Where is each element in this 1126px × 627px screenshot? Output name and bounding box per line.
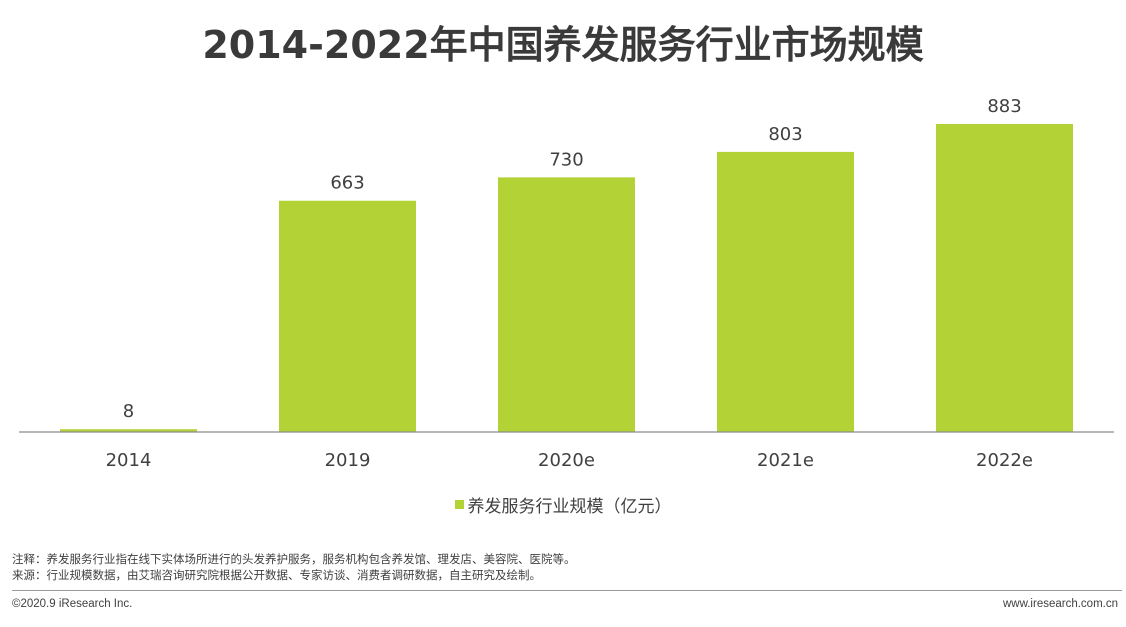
data-label-2020e: 730 — [549, 149, 583, 170]
bar-chart: 8 2014 663 2019 730 2020e 803 2021e 883 2022e — [19, 96, 1114, 471]
bar-2022e — [936, 124, 1073, 432]
x-tick-label-2020e: 2020e — [538, 450, 595, 471]
data-label-2021e: 803 — [768, 124, 802, 145]
bar-2019 — [279, 200, 416, 432]
data-label-2022e: 883 — [987, 96, 1021, 117]
bar-2014 — [60, 429, 197, 432]
footer-divider — [12, 590, 1122, 591]
copyright: ©2020.9 iResearch Inc. — [12, 598, 133, 610]
notes: 注释：养发服务行业指在线下实体场所进行的头发养护服务，服务机构包含养发馆、理发店… — [12, 551, 576, 583]
note-text: 注释：养发服务行业指在线下实体场所进行的头发养护服务，服务机构包含养发馆、理发店… — [12, 552, 576, 566]
x-tick-label-2019: 2019 — [325, 450, 371, 471]
x-tick-label-2021e: 2021e — [757, 450, 814, 471]
legend-swatch — [454, 500, 464, 509]
legend-label: 养发服务行业规模（亿元） — [467, 497, 672, 517]
data-label-2014: 8 — [123, 401, 134, 422]
website-link[interactable]: www.iresearch.com.cn — [1002, 598, 1118, 610]
bar-2021e — [717, 151, 854, 432]
chart-title: 2014-2022年中国养发服务行业市场规模 — [202, 23, 924, 67]
data-label-2019: 663 — [330, 173, 364, 194]
x-tick-label-2022e: 2022e — [976, 450, 1033, 471]
x-tick-label-2014: 2014 — [106, 450, 152, 471]
source-text: 来源：行业规模数据，由艾瑞咨询研究院根据公开数据、专家访谈、消费者调研数据，自主… — [12, 568, 541, 582]
bar-2020e — [498, 177, 635, 432]
legend: 养发服务行业规模（亿元） — [0, 492, 1126, 517]
